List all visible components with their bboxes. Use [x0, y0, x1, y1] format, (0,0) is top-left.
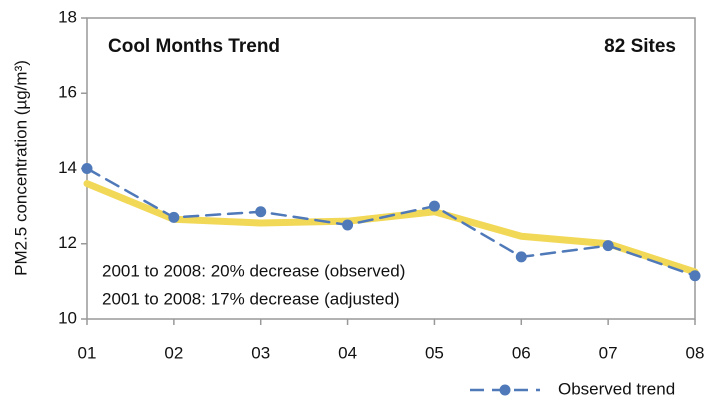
- x-tick-label: 03: [251, 343, 270, 362]
- x-tick-label: 01: [78, 343, 97, 362]
- chart-title: Cool Months Trend: [108, 36, 280, 57]
- y-tick-label: 16: [58, 83, 77, 102]
- data-point: [515, 251, 527, 263]
- annotation: 2001 to 2008: 17% decrease (adjusted): [102, 289, 400, 308]
- x-tick-label: 02: [164, 343, 183, 362]
- series-line: [83, 180, 699, 276]
- legend-label: Observed trend: [558, 379, 675, 398]
- y-tick-label: 10: [58, 308, 77, 327]
- x-tick-label: 04: [338, 343, 357, 362]
- x-tick-label: 05: [425, 343, 444, 362]
- data-point: [81, 163, 93, 174]
- chart-subtitle: 82 Sites: [604, 36, 676, 57]
- x-tick-label: 07: [599, 343, 618, 362]
- x-tick-label: 08: [686, 343, 705, 362]
- legend-marker: [499, 384, 511, 396]
- data-point: [602, 240, 614, 252]
- data-point: [428, 200, 440, 212]
- y-tick-label: 18: [58, 7, 77, 26]
- data-point: [255, 206, 267, 218]
- data-point: [168, 211, 180, 223]
- y-tick-label: 14: [58, 158, 77, 177]
- data-point: [342, 219, 354, 231]
- annotation: 2001 to 2008: 20% decrease (observed): [102, 261, 405, 280]
- y-axis-label: PM2.5 concentration (µg/m³): [11, 60, 30, 276]
- y-tick-label: 12: [58, 233, 77, 252]
- data-point: [689, 270, 701, 282]
- series-line: [85, 167, 697, 277]
- x-tick-label: 06: [512, 343, 531, 362]
